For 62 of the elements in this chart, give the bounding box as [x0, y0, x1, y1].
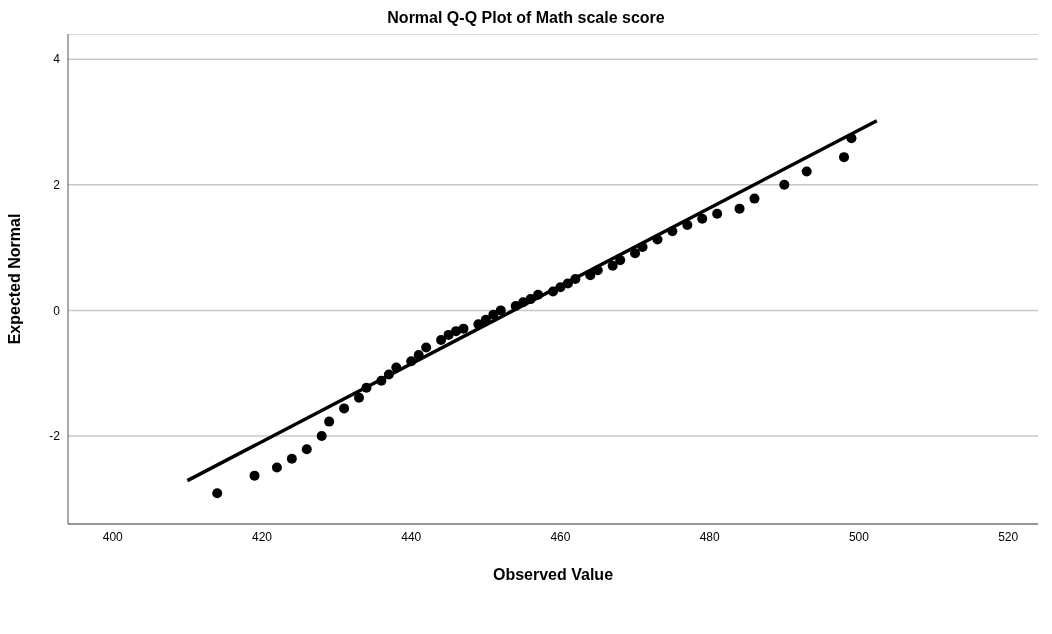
point [712, 208, 723, 219]
point [585, 270, 596, 281]
point [570, 274, 581, 284]
x-tick-label: 440 [401, 529, 422, 544]
point [495, 305, 506, 316]
point [682, 219, 693, 230]
y-tick-label: 4 [53, 52, 61, 67]
point [667, 226, 678, 237]
point [339, 403, 350, 414]
point [480, 314, 491, 325]
point [846, 133, 857, 144]
point [562, 278, 573, 289]
point [652, 234, 663, 245]
point [458, 323, 469, 334]
point [607, 260, 618, 271]
point [354, 392, 364, 403]
point [406, 356, 417, 367]
point [391, 362, 402, 373]
point [443, 329, 454, 340]
y-axis-title: Expected Normal [5, 213, 23, 345]
x-axis-title: Observed Value [492, 566, 614, 583]
point [421, 342, 432, 353]
point [510, 301, 521, 312]
point [301, 444, 312, 455]
point [271, 462, 282, 473]
point [249, 470, 260, 481]
point [212, 488, 223, 499]
x-tick-label: 480 [699, 529, 721, 544]
point [413, 350, 424, 361]
point [630, 248, 641, 259]
x-tick-label: 420 [251, 529, 273, 544]
point [637, 241, 648, 252]
point [324, 416, 335, 427]
point [734, 203, 745, 214]
point [376, 375, 387, 386]
point [383, 369, 394, 380]
x-tick-label: 400 [102, 529, 124, 544]
point [749, 193, 760, 204]
point [555, 282, 566, 293]
point [473, 319, 484, 330]
x-tick-label: 460 [550, 529, 571, 544]
point [286, 453, 297, 464]
point [801, 166, 812, 177]
chart-title: Normal Q-Q Plot of Math scale score [386, 8, 666, 28]
point [361, 382, 372, 393]
point [779, 179, 790, 190]
y-tick-label: 0 [53, 303, 61, 318]
point [548, 286, 558, 297]
point [615, 255, 626, 266]
point [525, 294, 536, 305]
y-tick-label: 2 [53, 178, 61, 193]
point [592, 265, 603, 276]
point [839, 152, 849, 163]
point [533, 289, 544, 300]
point [316, 431, 327, 442]
point [488, 309, 499, 320]
x-tick-label: 520 [998, 529, 1019, 544]
x-tick-label: 500 [848, 529, 870, 544]
point [518, 297, 529, 308]
point [436, 334, 447, 345]
y-tick-label: -2 [49, 429, 61, 444]
point [697, 213, 708, 224]
